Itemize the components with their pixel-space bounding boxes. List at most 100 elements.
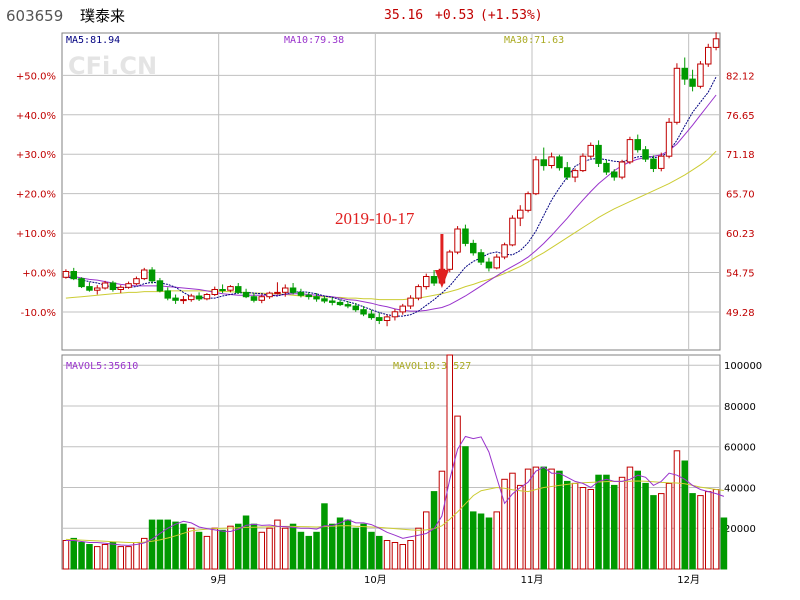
candle bbox=[556, 154, 563, 171]
volume-bar bbox=[697, 495, 704, 570]
candle bbox=[258, 294, 265, 304]
left-axis-tick-label: +40.0% bbox=[16, 111, 56, 122]
candle-body bbox=[219, 289, 226, 291]
volume-bar bbox=[117, 546, 124, 570]
volume-tick-label: 60000 bbox=[724, 443, 756, 454]
candle-body bbox=[391, 311, 399, 318]
candle bbox=[415, 284, 422, 301]
candlesticks bbox=[62, 32, 720, 327]
candle-body bbox=[462, 228, 469, 244]
candle bbox=[180, 295, 187, 304]
volume-bar bbox=[564, 480, 571, 570]
volume-bar bbox=[242, 515, 250, 570]
volume-bar bbox=[415, 527, 422, 570]
candle bbox=[493, 254, 500, 270]
candle-body bbox=[532, 159, 540, 195]
candle-body bbox=[352, 305, 359, 311]
volume-bar bbox=[164, 519, 171, 570]
volume-bar bbox=[219, 529, 226, 570]
candle-body bbox=[321, 298, 328, 302]
candle bbox=[712, 32, 720, 51]
price-gridlines bbox=[62, 33, 720, 350]
candle bbox=[188, 293, 195, 302]
volume-bar bbox=[156, 519, 164, 570]
candle-body bbox=[564, 167, 571, 178]
candle bbox=[203, 293, 211, 301]
candle bbox=[360, 306, 367, 317]
volume-bar bbox=[501, 478, 508, 570]
candle-body bbox=[517, 209, 524, 219]
right-axis-tick-label: 49.28 bbox=[726, 308, 755, 319]
mavol10-legend: MAVOL10:38527 bbox=[393, 361, 471, 372]
volume-bar bbox=[509, 472, 516, 570]
candle-body bbox=[524, 193, 532, 211]
volume-bar bbox=[407, 540, 414, 570]
candle bbox=[148, 267, 156, 284]
candle-body bbox=[101, 282, 109, 289]
volume-bar bbox=[133, 542, 140, 570]
candle-body bbox=[705, 46, 712, 65]
candle bbox=[376, 312, 383, 325]
candle bbox=[501, 242, 508, 260]
candle-body bbox=[117, 286, 124, 290]
candle-body bbox=[430, 276, 438, 284]
left-axis-tick-label: +30.0% bbox=[16, 150, 56, 161]
volume-bar bbox=[360, 523, 367, 570]
candle bbox=[133, 276, 140, 286]
mavol5-legend: MAVOL5:35610 bbox=[66, 361, 138, 372]
candle bbox=[250, 293, 258, 303]
candle-body bbox=[571, 170, 579, 178]
volume-bar bbox=[289, 523, 297, 570]
volume-tick-label: 20000 bbox=[724, 524, 756, 535]
candle-body bbox=[227, 286, 234, 291]
candle bbox=[86, 282, 93, 292]
candle-body bbox=[203, 294, 211, 300]
candle bbox=[274, 282, 281, 295]
candle bbox=[329, 297, 336, 306]
volume-bar bbox=[125, 546, 132, 570]
candle bbox=[141, 267, 148, 281]
right-axis-tick-label: 71.18 bbox=[726, 150, 755, 161]
mavol5-line bbox=[65, 435, 725, 546]
ma5-legend: MA5:81.94 bbox=[66, 35, 120, 46]
candle bbox=[368, 309, 375, 320]
candle bbox=[509, 215, 516, 247]
ma30-legend: MA30:71.63 bbox=[504, 35, 564, 46]
volume-bar bbox=[258, 531, 265, 570]
price-axis-left: +50.0% +40.0% +30.0% +20.0% +10.0% +0.0% -10.0… bbox=[16, 71, 56, 319]
candle bbox=[78, 277, 85, 289]
candle-body bbox=[78, 278, 85, 288]
candle-body bbox=[172, 297, 179, 301]
volume-bar bbox=[524, 468, 532, 570]
candle-body bbox=[250, 296, 258, 301]
candle bbox=[430, 270, 438, 286]
candle bbox=[219, 284, 226, 294]
candle-body bbox=[156, 280, 164, 292]
volume-bar bbox=[642, 482, 649, 570]
candle-body bbox=[133, 278, 140, 285]
candle-body bbox=[556, 156, 563, 169]
candle-body bbox=[376, 317, 383, 322]
candle-body bbox=[274, 291, 281, 294]
volume-bar bbox=[587, 489, 594, 570]
candle-body bbox=[446, 251, 453, 270]
candle bbox=[109, 280, 117, 292]
candle-body bbox=[634, 139, 641, 151]
month-tick-label: 10月 bbox=[364, 574, 387, 586]
candle-body bbox=[650, 158, 657, 170]
volume-bar bbox=[235, 523, 242, 570]
candle-body bbox=[611, 171, 618, 178]
volume-bar bbox=[673, 450, 681, 570]
candle-body bbox=[509, 217, 516, 246]
watermark: CFi.CN bbox=[68, 52, 157, 80]
volume-bars bbox=[62, 354, 728, 570]
volume-bar bbox=[571, 482, 579, 570]
candle-body bbox=[665, 121, 673, 157]
candle-body bbox=[415, 286, 422, 299]
candle-body bbox=[235, 286, 242, 293]
volume-bar bbox=[172, 521, 179, 570]
candle bbox=[564, 161, 571, 180]
candle bbox=[524, 191, 532, 213]
right-axis-tick-label: 82.12 bbox=[726, 71, 755, 82]
